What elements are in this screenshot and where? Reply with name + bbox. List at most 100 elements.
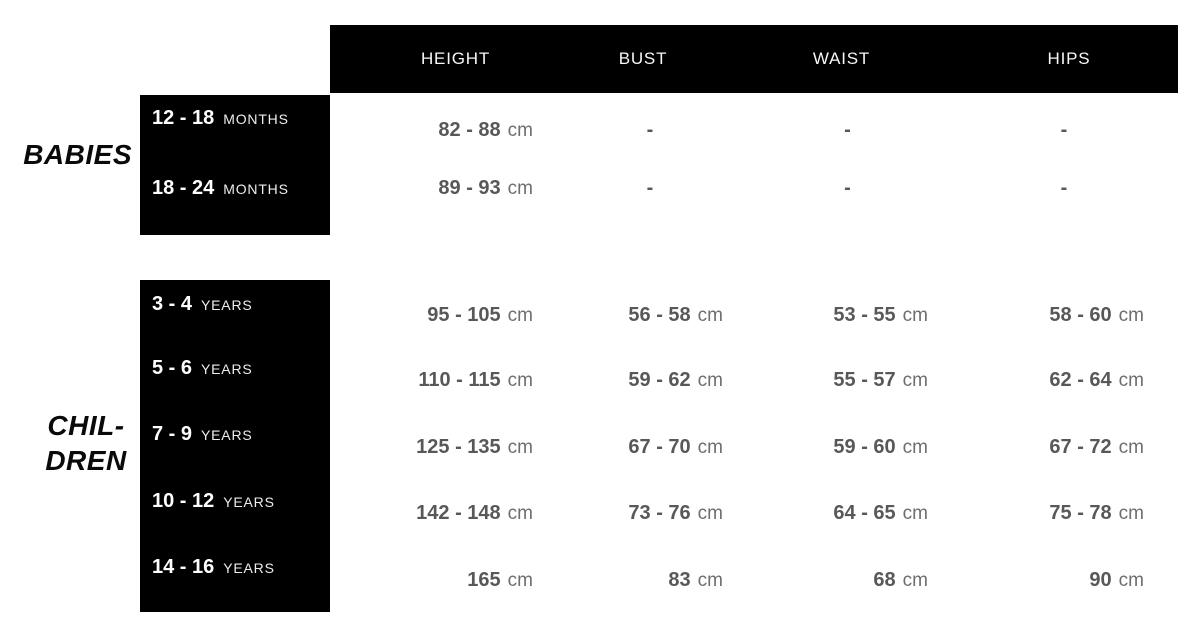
age-range-label: 12 - 18 <box>152 107 215 129</box>
value-number: 58 - 60 <box>1049 304 1112 326</box>
table-header-bar: HEIGHT BUST WAIST HIPS <box>330 25 1178 93</box>
value-number: 89 - 93 <box>438 177 501 199</box>
age-group-box-children: 3 - 4 YEARS 5 - 6 YEARS 7 - 9 YEARS 10 - 12 YEA… <box>140 280 330 612</box>
measurement-row: 142 - 148 cm 73 - 76 cm 64 - 65 cm 75 - 78 cm <box>330 499 1178 527</box>
value-number: 83 <box>668 569 691 591</box>
value-unit: cm <box>1118 503 1144 524</box>
measurement-value-cell: 59 - 60 cm <box>745 433 950 461</box>
section-label-line: BABIES <box>23 139 132 170</box>
value-unit: cm <box>1118 305 1144 326</box>
measurement-value-cell: 165 cm <box>330 566 555 594</box>
value-unit: cm <box>902 437 928 458</box>
value-unit: cm <box>507 305 533 326</box>
measurement-row: 110 - 115 cm 59 - 62 cm 55 - 57 cm 62 - 64 cm <box>330 366 1178 394</box>
measurement-value-cell: 64 - 65 cm <box>745 499 950 527</box>
value-number: 67 - 72 <box>1049 436 1112 458</box>
value-number: 59 - 62 <box>628 369 691 391</box>
value-unit: cm <box>507 120 533 141</box>
measurement-value-cell: 62 - 64 cm <box>950 366 1178 394</box>
value-unit: cm <box>902 503 928 524</box>
age-range-label: 10 - 12 <box>152 490 215 512</box>
measurement-row: 165 cm 83 cm 68 cm 90 cm <box>330 566 1178 594</box>
column-header-hips: HIPS <box>1047 49 1091 68</box>
empty-value-dash: - <box>1060 119 1068 141</box>
value-number: 53 - 55 <box>833 304 896 326</box>
measurement-value-cell: 67 - 70 cm <box>555 433 745 461</box>
age-row: 14 - 16 YEARS <box>152 553 275 581</box>
age-range-label: 3 - 4 <box>152 293 193 315</box>
section-label-children: CHIL- DREN <box>16 408 156 478</box>
value-number: 67 - 70 <box>628 436 691 458</box>
age-unit-label: MONTHS <box>223 181 289 197</box>
value-unit: cm <box>1118 570 1144 591</box>
age-range-label: 14 - 16 <box>152 556 215 578</box>
value-number: 75 - 78 <box>1049 502 1112 524</box>
value-number: 142 - 148 <box>416 502 501 524</box>
value-number: 73 - 76 <box>628 502 691 524</box>
measurement-value-cell: 73 - 76 cm <box>555 499 745 527</box>
age-range-label: 5 - 6 <box>152 357 193 379</box>
value-unit: cm <box>507 503 533 524</box>
value-unit: cm <box>902 570 928 591</box>
value-number: 62 - 64 <box>1049 369 1112 391</box>
measurement-row: 125 - 135 cm 67 - 70 cm 59 - 60 cm 67 - 72 cm <box>330 433 1178 461</box>
measurement-value-cell: 56 - 58 cm <box>555 301 745 329</box>
age-unit-label: YEARS <box>201 427 253 443</box>
value-unit: cm <box>902 305 928 326</box>
measurement-value-cell: 89 - 93 cm <box>330 174 555 202</box>
age-unit-label: YEARS <box>201 297 253 313</box>
measurement-value-cell: 110 - 115 cm <box>330 366 555 394</box>
value-unit: cm <box>697 370 723 391</box>
age-unit-label: YEARS <box>201 361 253 377</box>
value-number: 165 <box>467 569 501 591</box>
measurement-row: 89 - 93 cm - - - <box>330 174 1178 202</box>
age-unit-label: YEARS <box>223 494 275 510</box>
age-range-label: 18 - 24 <box>152 177 215 199</box>
measurement-value-cell: 75 - 78 cm <box>950 499 1178 527</box>
value-number: 125 - 135 <box>416 436 501 458</box>
empty-value-dash: - <box>1060 177 1068 199</box>
value-number: 82 - 88 <box>438 119 501 141</box>
section-label-line: DREN <box>45 445 127 476</box>
value-unit: cm <box>697 570 723 591</box>
age-row: 3 - 4 YEARS <box>152 290 253 318</box>
value-number: 59 - 60 <box>833 436 896 458</box>
value-number: 64 - 65 <box>833 502 896 524</box>
measurement-value-cell: 59 - 62 cm <box>555 366 745 394</box>
value-number: 68 <box>873 569 896 591</box>
age-range-label: 7 - 9 <box>152 423 193 445</box>
value-unit: cm <box>697 305 723 326</box>
value-unit: cm <box>697 437 723 458</box>
value-unit: cm <box>1118 437 1144 458</box>
section-label-babies: BABIES <box>0 138 132 172</box>
column-header-waist: WAIST <box>812 49 871 68</box>
section-label-line: CHIL- <box>47 410 125 441</box>
age-row: 12 - 18 MONTHS <box>152 104 289 132</box>
measurement-value-cell: 68 cm <box>745 566 950 594</box>
measurement-value-cell: 125 - 135 cm <box>330 433 555 461</box>
value-unit: cm <box>697 503 723 524</box>
empty-value-dash: - <box>844 177 851 199</box>
value-unit: cm <box>507 370 533 391</box>
column-header-height: HEIGHT <box>420 49 491 68</box>
empty-value-dash: - <box>844 119 851 141</box>
age-row: 5 - 6 YEARS <box>152 354 253 382</box>
age-row: 7 - 9 YEARS <box>152 420 253 448</box>
measurement-value-cell: 67 - 72 cm <box>950 433 1178 461</box>
measurement-value-cell: 53 - 55 cm <box>745 301 950 329</box>
measurement-value-cell: 55 - 57 cm <box>745 366 950 394</box>
measurement-row: 82 - 88 cm - - - <box>330 116 1178 144</box>
value-number: 110 - 115 <box>418 369 501 391</box>
age-row: 10 - 12 YEARS <box>152 487 275 515</box>
value-unit: cm <box>507 437 533 458</box>
age-row: 18 - 24 MONTHS <box>152 174 289 202</box>
value-number: 95 - 105 <box>427 304 501 326</box>
measurement-value-cell: 83 cm <box>555 566 745 594</box>
age-unit-label: YEARS <box>223 560 275 576</box>
value-unit: cm <box>507 178 533 199</box>
age-group-box-babies: 12 - 18 MONTHS 18 - 24 MONTHS <box>140 95 330 235</box>
value-number: 56 - 58 <box>628 304 691 326</box>
value-number: 55 - 57 <box>833 369 896 391</box>
empty-value-dash: - <box>646 177 654 199</box>
